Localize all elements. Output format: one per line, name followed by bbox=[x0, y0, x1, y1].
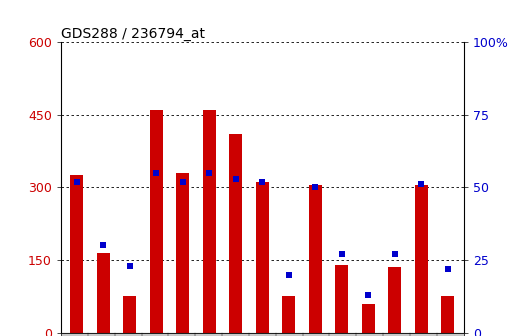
Bar bbox=[361, 304, 375, 333]
Bar bbox=[123, 296, 137, 333]
Bar bbox=[388, 267, 402, 333]
Bar bbox=[229, 134, 243, 333]
Bar bbox=[308, 185, 322, 333]
Bar bbox=[415, 185, 428, 333]
Bar bbox=[256, 182, 269, 333]
Bar bbox=[150, 110, 163, 333]
Bar bbox=[335, 265, 349, 333]
Bar bbox=[70, 175, 84, 333]
Text: GDS288 / 236794_at: GDS288 / 236794_at bbox=[61, 27, 205, 41]
Bar bbox=[282, 296, 296, 333]
Bar bbox=[97, 253, 110, 333]
Bar bbox=[203, 110, 216, 333]
Bar bbox=[176, 173, 190, 333]
Bar bbox=[441, 296, 455, 333]
